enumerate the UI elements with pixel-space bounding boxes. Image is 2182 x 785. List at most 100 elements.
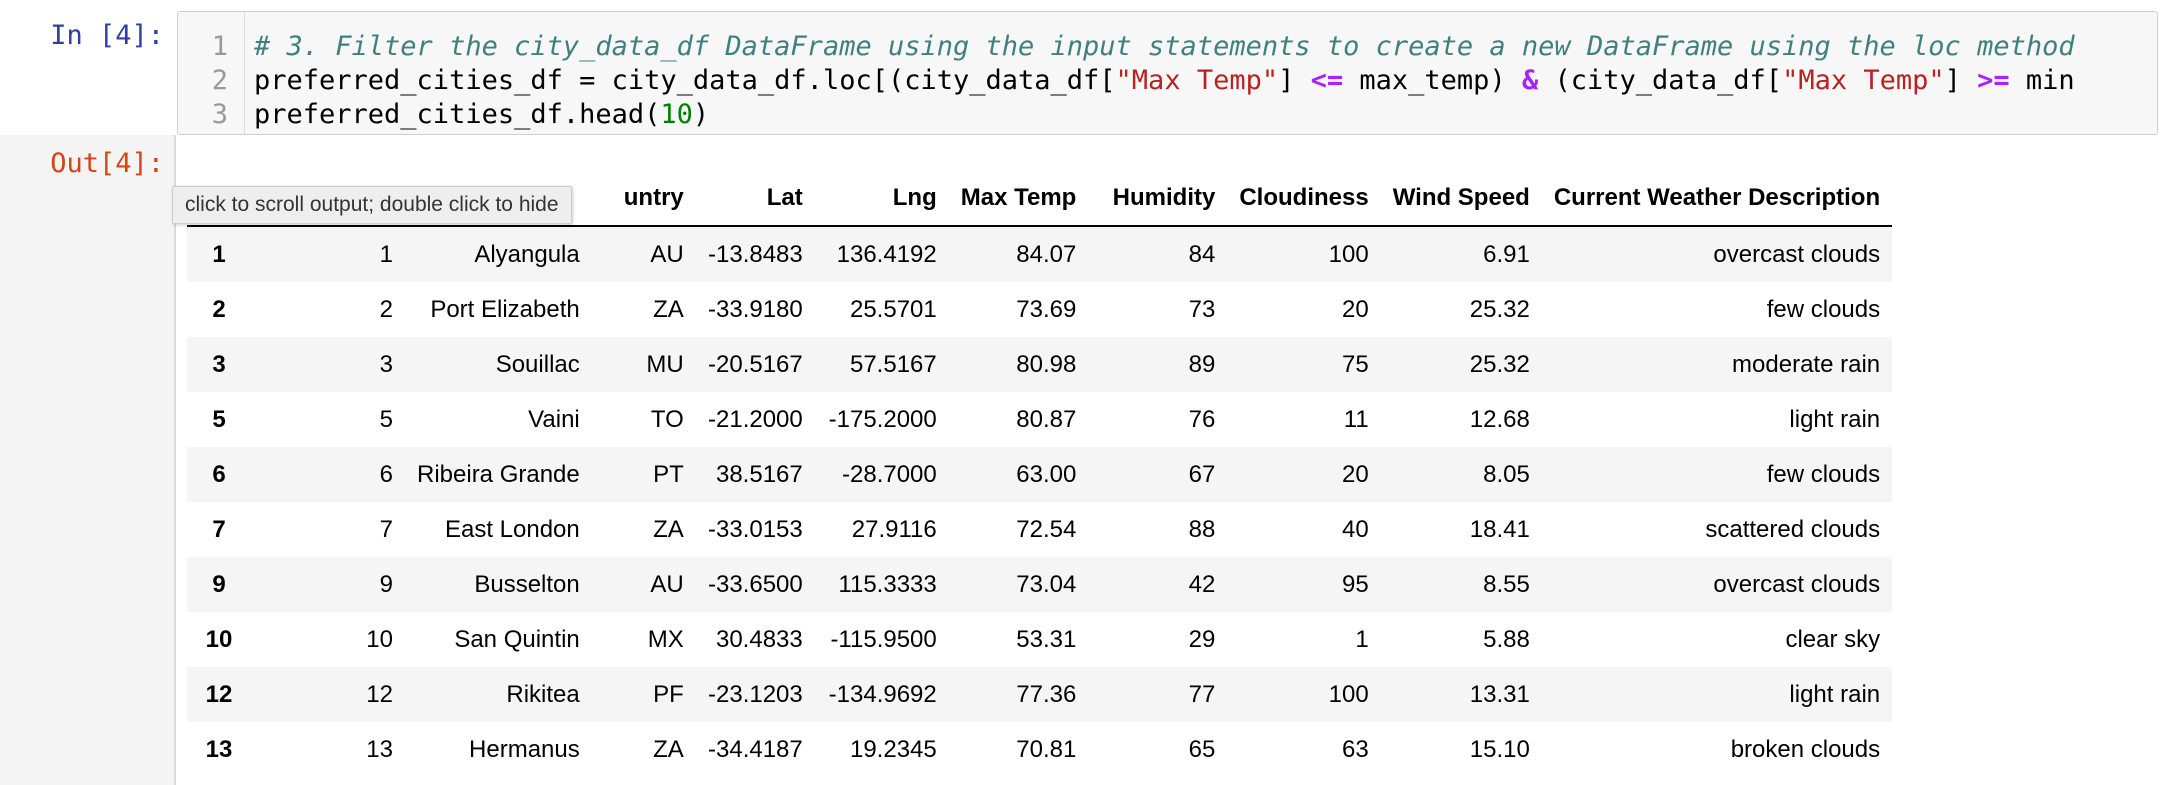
table-body: 1 1 Alyangula AU -13.8483 136.4192 84.07 84 100 6… (187, 226, 1893, 777)
cell-max-temp: 72.54 (1016, 515, 1077, 543)
cell-lat: -20.5167 (708, 350, 803, 378)
cell-weather-description: broken clouds (1730, 735, 1881, 763)
cell-lat: -13.8483 (708, 240, 803, 268)
cell-country: ZA (653, 515, 684, 543)
cell-weather-description: scattered clouds (1705, 515, 1881, 543)
output-prompt: Out[4]: (50, 148, 164, 179)
cell-city: Port Elizabeth (430, 295, 580, 323)
cell-max-temp: 63.00 (1016, 460, 1077, 488)
cell-country: MU (646, 350, 684, 378)
cell-wind-speed: 8.05 (1483, 460, 1530, 488)
column-header-max-temp: Max Temp (948, 170, 1089, 227)
cell-humidity: 89 (1188, 350, 1216, 378)
code-string: "Max Temp" (1115, 65, 1279, 96)
cell-wind-speed: 13.31 (1469, 680, 1530, 708)
code-token: preferred_cities_df = city_data_df.loc[(… (254, 65, 1116, 96)
cell-weather-description: few clouds (1766, 460, 1881, 488)
cell-lng: 25.5701 (849, 295, 937, 323)
cell-wind-speed: 6.91 (1483, 240, 1530, 268)
cell-weather-description: moderate rain (1732, 350, 1881, 378)
line-number-2: 2 (211, 65, 228, 96)
cell-cloudiness: 100 (1328, 240, 1369, 268)
cell-index: 10 (205, 625, 233, 653)
cell-cloudiness: 20 (1342, 295, 1369, 323)
cell-cloudiness: 40 (1342, 515, 1369, 543)
cell-wind-speed: 5.88 (1483, 625, 1530, 653)
cell-max-temp: 80.98 (1016, 350, 1077, 378)
cell-city: Alyangula (474, 240, 580, 268)
cell-weather-description: light rain (1789, 405, 1881, 433)
table-row: 5 5 Vaini TO -21.2000 -175.2000 80.87 76 11 12.68… (187, 392, 1893, 447)
cell-weather-description: light rain (1789, 680, 1881, 708)
cell-city: San Quintin (454, 625, 580, 653)
cell-lng: 27.9116 (851, 515, 937, 543)
cell-lat: -33.0153 (708, 515, 803, 543)
cell-index: 5 (212, 405, 226, 433)
column-header-weather-description: Current Weather Description (1541, 170, 1893, 227)
cell-lng: -28.7000 (842, 460, 937, 488)
cell-city-id: 12 (366, 680, 393, 708)
input-prompt: In [4]: (50, 20, 164, 51)
cell-city-id: 2 (379, 295, 393, 323)
code-operator: <= (1310, 65, 1344, 96)
table-row: 6 6 Ribeira Grande PT 38.5167 -28.7000 63.00 67… (187, 447, 1893, 502)
cell-city-id: 7 (379, 515, 393, 543)
cell-index: 7 (212, 515, 226, 543)
cell-country: AU (650, 570, 684, 598)
cell-wind-speed: 18.41 (1469, 515, 1530, 543)
cell-city-id: 9 (379, 570, 393, 598)
code-operator: >= (1977, 65, 2010, 96)
cell-lng: 57.5167 (849, 350, 937, 378)
table-row: 13 13 Hermanus ZA -34.4187 19.2345 70.81 65 63 15… (187, 722, 1893, 777)
cell-cloudiness: 63 (1342, 735, 1369, 763)
cell-weather-description: clear sky (1785, 625, 1881, 653)
cell-city-id: 10 (366, 625, 393, 653)
cell-country: AU (650, 240, 684, 268)
table-row: 1 1 Alyangula AU -13.8483 136.4192 84.07 84 100 6… (187, 226, 1893, 282)
cell-country: ZA (653, 735, 684, 763)
code-token: (city_data_df[ (1538, 65, 1783, 96)
cell-max-temp: 53.31 (1016, 625, 1077, 653)
code-comment: # 3. Filter the city_data_df DataFrame u… (254, 31, 2075, 62)
cell-max-temp: 80.87 (1016, 405, 1077, 433)
cell-city-id: 1 (379, 240, 393, 268)
cell-country: TO (650, 405, 684, 433)
cell-index: 1 (212, 240, 226, 268)
cell-weather-description: few clouds (1766, 295, 1881, 323)
cell-wind-speed: 25.32 (1469, 295, 1530, 323)
cell-index: 13 (205, 735, 233, 763)
line-number-gutter (178, 12, 245, 134)
cell-country: PF (653, 680, 684, 708)
code-token: ] (1944, 65, 1978, 96)
cell-humidity: 76 (1188, 405, 1216, 433)
cell-humidity: 67 (1188, 460, 1216, 488)
cell-city: Vaini (528, 405, 580, 433)
cell-lng: -134.9692 (828, 680, 937, 708)
table-row: 3 3 Souillac MU -20.5167 57.5167 80.98 89 75 25.3… (187, 337, 1893, 392)
code-input-area[interactable]: 1 2 3 # 3. Filter the city_data_df DataF… (177, 11, 2158, 135)
cell-wind-speed: 12.68 (1469, 405, 1530, 433)
cell-lat: 30.4833 (715, 625, 803, 653)
cell-city: Busselton (474, 570, 580, 598)
cell-index: 6 (212, 460, 226, 488)
table-row: 9 9 Busselton AU -33.6500 115.3333 73.04 42 95 8.… (187, 557, 1893, 612)
output-prompt-area[interactable] (0, 135, 176, 785)
cell-city-id: 5 (379, 405, 393, 433)
code-token: ] (1278, 65, 1311, 96)
cell-cloudiness: 1 (1355, 625, 1369, 653)
cell-max-temp: 70.81 (1016, 735, 1077, 763)
line-number-3: 3 (211, 99, 228, 130)
cell-humidity: 73 (1188, 295, 1216, 323)
cell-lat: -23.1203 (708, 680, 803, 708)
cell-cloudiness: 20 (1342, 460, 1369, 488)
cell-wind-speed: 15.10 (1469, 735, 1530, 763)
cell-index: 12 (205, 680, 233, 708)
cell-city: Rikitea (506, 680, 580, 708)
table-row: 2 2 Port Elizabeth ZA -33.9180 25.5701 73.69 73… (187, 282, 1893, 337)
column-header-wind-speed: Wind Speed (1380, 170, 1542, 227)
code-line-1: # 3. Filter the city_data_df DataFrame u… (254, 30, 2075, 64)
cell-index: 3 (212, 350, 226, 378)
cell-country: MX (647, 625, 684, 653)
column-header-lat: Lat (695, 170, 815, 227)
cell-city: Souillac (495, 350, 580, 378)
